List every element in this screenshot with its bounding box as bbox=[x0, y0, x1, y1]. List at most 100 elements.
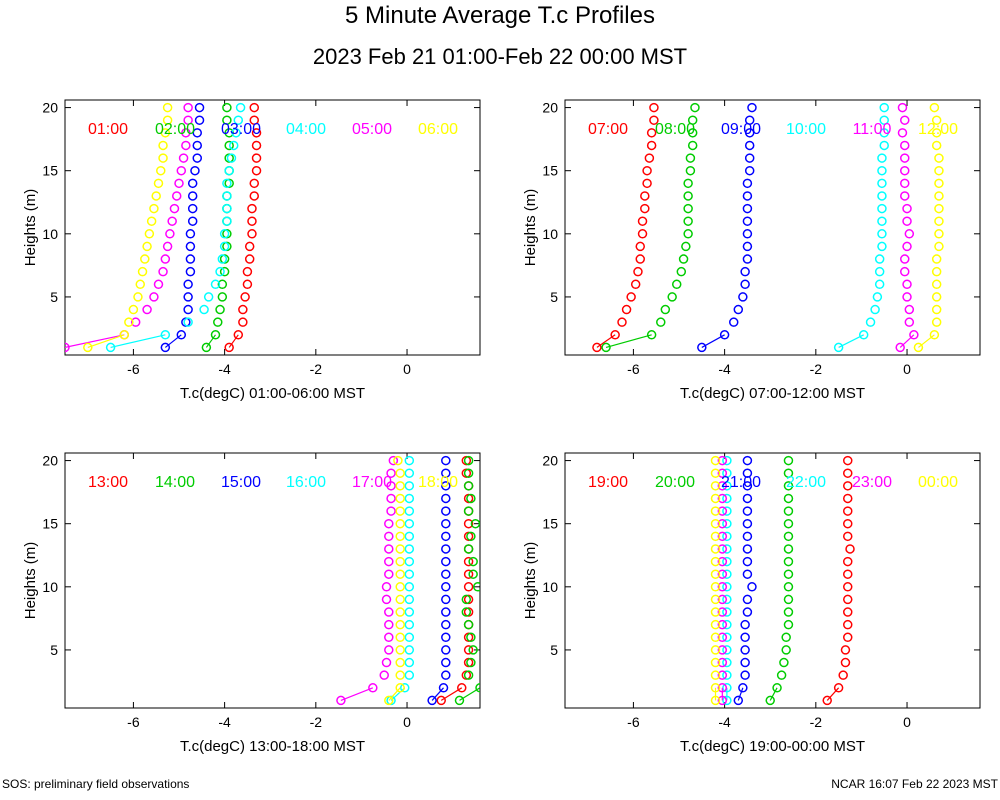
data-point bbox=[710, 506, 721, 516]
legend-label: 06:00 bbox=[418, 121, 458, 138]
data-point bbox=[717, 506, 728, 516]
legend-label: 01:00 bbox=[88, 121, 128, 138]
data-point bbox=[678, 254, 689, 264]
data-point bbox=[130, 317, 141, 327]
data-point bbox=[858, 330, 869, 340]
data-point bbox=[244, 254, 255, 264]
data-point bbox=[740, 619, 750, 630]
data-point bbox=[738, 292, 748, 302]
data-point bbox=[610, 330, 620, 340]
data-point bbox=[404, 468, 415, 478]
x-tick-label: -4 bbox=[218, 714, 231, 730]
data-point bbox=[895, 342, 905, 353]
data-point bbox=[404, 506, 415, 516]
data-point bbox=[192, 128, 203, 138]
data-point bbox=[621, 304, 632, 315]
data-point bbox=[395, 582, 405, 592]
data-point bbox=[210, 279, 221, 290]
data-point bbox=[395, 683, 405, 693]
data-point bbox=[710, 695, 721, 706]
data-point bbox=[461, 594, 472, 605]
series-connector bbox=[87, 334, 125, 348]
data-point bbox=[233, 115, 244, 125]
data-point bbox=[142, 304, 152, 315]
data-point bbox=[717, 594, 728, 605]
data-point bbox=[160, 330, 171, 340]
data-point bbox=[742, 493, 753, 504]
data-point bbox=[742, 229, 753, 239]
data-point bbox=[717, 607, 728, 617]
data-point bbox=[897, 102, 908, 113]
data-point bbox=[710, 493, 721, 504]
data-point bbox=[153, 279, 164, 290]
data-point bbox=[463, 468, 474, 478]
data-point bbox=[635, 254, 645, 264]
data-point bbox=[633, 266, 643, 277]
data-point bbox=[386, 468, 396, 478]
data-point bbox=[183, 292, 193, 302]
data-point bbox=[934, 191, 944, 201]
data-point bbox=[171, 191, 182, 201]
y-axis-label: Heights (m) bbox=[22, 189, 39, 267]
x-axis-label: T.c(degC) 01:00-06:00 MST bbox=[180, 385, 365, 402]
data-point bbox=[137, 266, 148, 277]
data-point bbox=[710, 481, 721, 491]
data-point bbox=[683, 229, 693, 239]
data-point bbox=[649, 102, 659, 113]
data-point bbox=[842, 481, 853, 491]
data-point bbox=[251, 165, 262, 176]
data-point bbox=[384, 645, 394, 655]
data-point bbox=[395, 468, 405, 478]
data-point bbox=[783, 531, 794, 542]
data-point bbox=[929, 102, 940, 113]
data-point bbox=[722, 569, 732, 579]
data-point bbox=[710, 556, 721, 567]
data-point bbox=[165, 229, 175, 239]
data-point bbox=[783, 569, 794, 579]
data-point bbox=[395, 518, 405, 529]
data-point bbox=[710, 582, 721, 592]
data-point bbox=[740, 645, 750, 655]
data-point bbox=[178, 153, 189, 163]
data-point bbox=[404, 594, 415, 605]
data-point bbox=[742, 531, 753, 542]
x-tick-label: -6 bbox=[627, 714, 640, 730]
data-point bbox=[742, 468, 753, 478]
data-point bbox=[842, 582, 853, 592]
data-point bbox=[441, 582, 451, 592]
data-point bbox=[683, 191, 693, 201]
data-point bbox=[934, 203, 944, 214]
data-point bbox=[404, 670, 415, 680]
data-point bbox=[717, 582, 728, 592]
data-point bbox=[722, 645, 732, 655]
plot-data bbox=[710, 455, 855, 706]
data-point bbox=[783, 607, 794, 617]
data-point bbox=[833, 342, 844, 353]
data-point bbox=[144, 229, 155, 239]
data-point bbox=[384, 531, 394, 542]
data-point bbox=[463, 506, 474, 516]
data-point bbox=[902, 203, 912, 214]
data-point bbox=[242, 266, 253, 277]
series-connector bbox=[205, 334, 216, 348]
data-point bbox=[722, 531, 732, 542]
data-point bbox=[931, 279, 942, 290]
data-point bbox=[838, 670, 848, 680]
data-point bbox=[192, 140, 203, 151]
data-point bbox=[842, 506, 853, 516]
data-point bbox=[717, 468, 728, 478]
data-point bbox=[717, 481, 728, 491]
data-point bbox=[656, 317, 666, 327]
data-point bbox=[842, 493, 853, 504]
data-point bbox=[384, 569, 394, 579]
data-point bbox=[158, 266, 168, 277]
data-point bbox=[475, 683, 480, 693]
footer-timestamp: NCAR 16:07 Feb 22 2023 MST bbox=[831, 777, 998, 791]
data-point bbox=[710, 594, 721, 605]
data-point bbox=[630, 279, 641, 290]
data-point bbox=[879, 140, 889, 151]
data-point bbox=[135, 279, 145, 290]
data-point bbox=[879, 102, 889, 113]
plot-frame bbox=[64, 99, 481, 356]
legend-label: 03:00 bbox=[221, 121, 261, 138]
